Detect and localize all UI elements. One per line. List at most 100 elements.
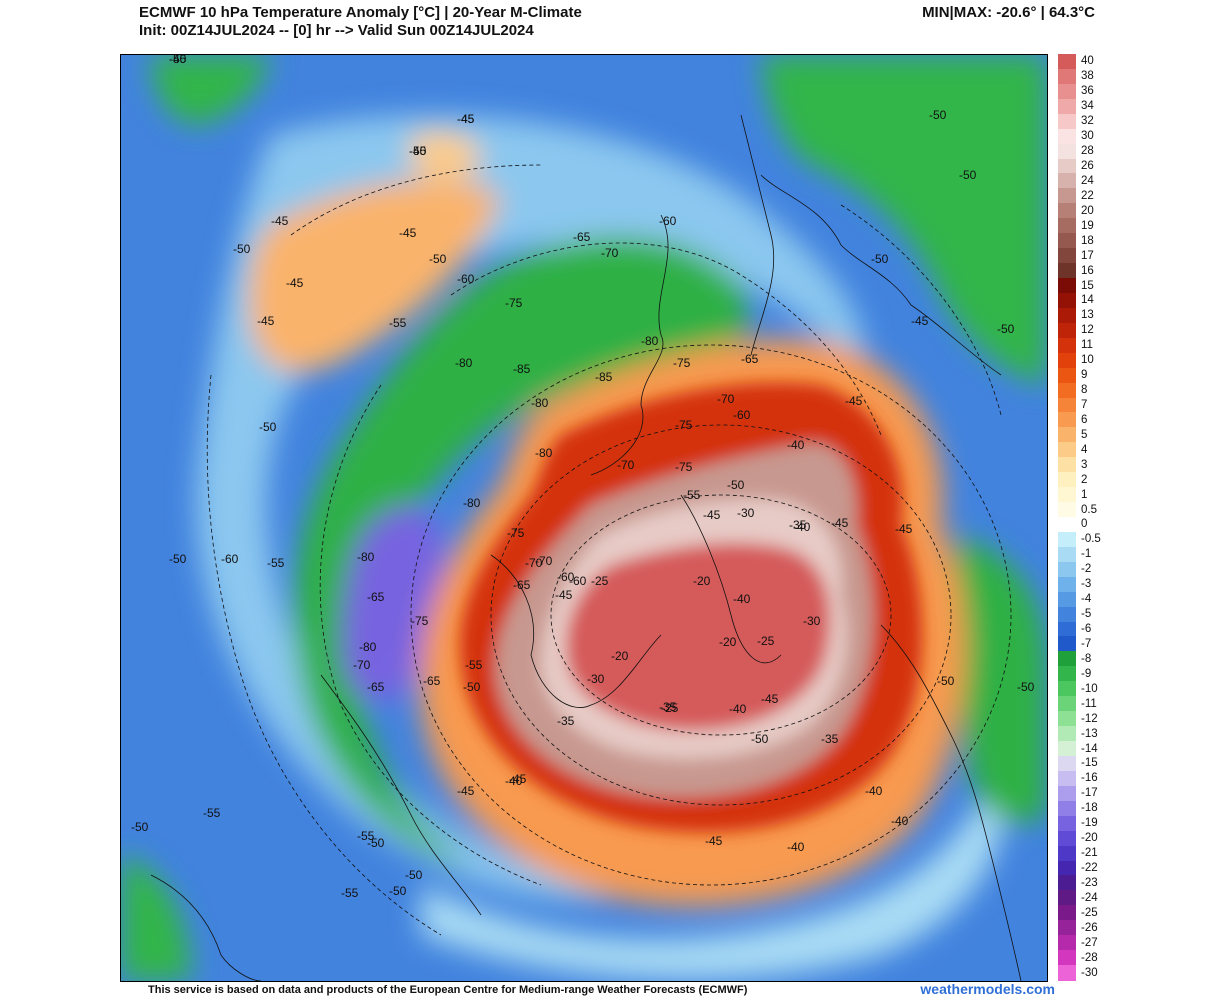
legend-swatch xyxy=(1058,875,1076,891)
legend-tick-label: 1 xyxy=(1081,488,1088,501)
contour-label: -55 xyxy=(389,316,407,330)
legend-tick-label: -5 xyxy=(1081,608,1092,621)
legend-swatch xyxy=(1058,427,1076,443)
legend-tick-label: 6 xyxy=(1081,413,1088,426)
contour-label: -80 xyxy=(641,334,659,348)
contour-label: -45 xyxy=(845,394,863,408)
legend-swatch xyxy=(1058,292,1076,309)
legend-swatch xyxy=(1058,636,1076,652)
legend-tick-label: -8 xyxy=(1081,652,1092,665)
contour-label: -45 xyxy=(457,784,475,798)
contour-label: -70 xyxy=(617,458,635,472)
contour-label: -70 xyxy=(717,392,735,406)
legend-swatch xyxy=(1058,188,1076,204)
legend-swatch xyxy=(1058,830,1076,847)
legend-swatch xyxy=(1058,800,1076,817)
contour-label: -50 xyxy=(727,478,745,492)
contour-label: -45 xyxy=(831,516,849,530)
legend-tick-label: 16 xyxy=(1081,264,1094,277)
legend-tick-label: -3 xyxy=(1081,578,1092,591)
contour-label: -40 xyxy=(787,438,805,452)
contour-label: -55 xyxy=(267,556,285,570)
contour-label: -65 xyxy=(513,578,531,592)
legend-tick-label: 36 xyxy=(1081,85,1094,98)
legend-swatch xyxy=(1058,352,1076,369)
contour-label: -35 xyxy=(789,518,807,532)
legend-swatch xyxy=(1058,845,1076,862)
contour-northeast xyxy=(840,204,1002,416)
contour-label: -45 xyxy=(555,588,573,602)
contour-label: -40 xyxy=(787,840,805,854)
contour-label: -50 xyxy=(871,252,889,266)
contour-label: -35 xyxy=(659,700,677,714)
contour-label: -45 xyxy=(703,508,721,522)
contour-label: -20 xyxy=(693,574,711,588)
legend-swatch xyxy=(1058,785,1076,802)
contour-label: -70 xyxy=(353,658,371,672)
legend-tick-label: 15 xyxy=(1081,279,1094,292)
legend-swatch xyxy=(1058,621,1076,638)
contour-label: -80 xyxy=(531,396,549,410)
legend-swatch xyxy=(1058,726,1076,742)
legend-tick-label: -2 xyxy=(1081,563,1092,576)
contour-label: -75 xyxy=(675,460,693,474)
legend-swatch xyxy=(1058,950,1076,966)
contour-label: -65 xyxy=(367,590,385,604)
contour-label: -30 xyxy=(737,506,755,520)
contour-label: -50 xyxy=(929,108,947,122)
coastline-southwest xyxy=(320,674,482,916)
contour-label: -60 xyxy=(733,408,751,422)
site-link[interactable]: weathermodels.com xyxy=(920,981,1055,997)
contour-label: -45 xyxy=(911,314,929,328)
contour-label: -40 xyxy=(733,592,751,606)
contour-label: -45 xyxy=(761,692,779,706)
contour-label: -50 xyxy=(233,242,251,256)
contour-label: -40 xyxy=(891,814,909,828)
contour-label: -60 xyxy=(221,552,239,566)
legend-swatch xyxy=(1058,711,1076,727)
contour-label: -30 xyxy=(587,672,605,686)
legend-swatch xyxy=(1058,128,1076,145)
legend-tick-label: 9 xyxy=(1081,369,1088,382)
coastline-peninsula xyxy=(590,214,669,476)
cold-region-east xyxy=(956,535,1047,823)
legend-tick-label: -26 xyxy=(1081,921,1098,934)
contour-label: -45 xyxy=(257,314,275,328)
legend-tick-label: -12 xyxy=(1081,712,1098,725)
legend-tick-label: -23 xyxy=(1081,876,1098,889)
legend-swatch xyxy=(1058,248,1076,264)
legend-swatch xyxy=(1058,218,1076,234)
border-north xyxy=(740,114,775,356)
legend-tick-label: 20 xyxy=(1081,204,1094,217)
contour-label: -40 xyxy=(793,520,811,534)
contour-label: -75 xyxy=(675,418,693,432)
legend-swatch xyxy=(1058,920,1076,936)
contour-label: -45 xyxy=(169,55,187,66)
contour-label: -50 xyxy=(169,55,187,66)
contour-label: -70 xyxy=(601,246,619,260)
legend-swatch xyxy=(1058,367,1076,384)
legend-tick-label: -4 xyxy=(1081,593,1092,606)
contour-label: -85 xyxy=(595,370,613,384)
contour-label: -50 xyxy=(405,868,423,882)
coastline-east xyxy=(880,624,1022,981)
legend-tick-label: -22 xyxy=(1081,861,1098,874)
coastline-west xyxy=(150,874,262,981)
legend-tick-label: -10 xyxy=(1081,682,1098,695)
light-blue-ring-west xyxy=(196,115,865,901)
legend-tick-label: 8 xyxy=(1081,384,1088,397)
legend-swatch xyxy=(1058,681,1076,697)
legend-swatch xyxy=(1058,741,1076,757)
legend-swatch xyxy=(1058,965,1076,981)
legend-swatch xyxy=(1058,755,1076,772)
contour-label: -60 xyxy=(659,214,677,228)
cold-arc-green xyxy=(294,237,749,866)
legend-swatch xyxy=(1058,233,1076,249)
legend-swatch xyxy=(1058,935,1076,951)
contour-label: -40 xyxy=(865,784,883,798)
contour-label: -25 xyxy=(757,634,775,648)
legend-tick-label: -0.5 xyxy=(1081,533,1101,546)
color-scale xyxy=(1058,54,1076,981)
contour-label: -25 xyxy=(661,701,679,715)
legend-tick-label: -11 xyxy=(1081,697,1097,710)
